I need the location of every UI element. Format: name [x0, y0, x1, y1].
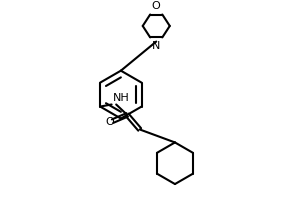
Text: O: O: [105, 117, 114, 127]
Text: N: N: [152, 41, 160, 51]
Text: O: O: [152, 1, 161, 11]
Text: NH: NH: [112, 93, 129, 103]
